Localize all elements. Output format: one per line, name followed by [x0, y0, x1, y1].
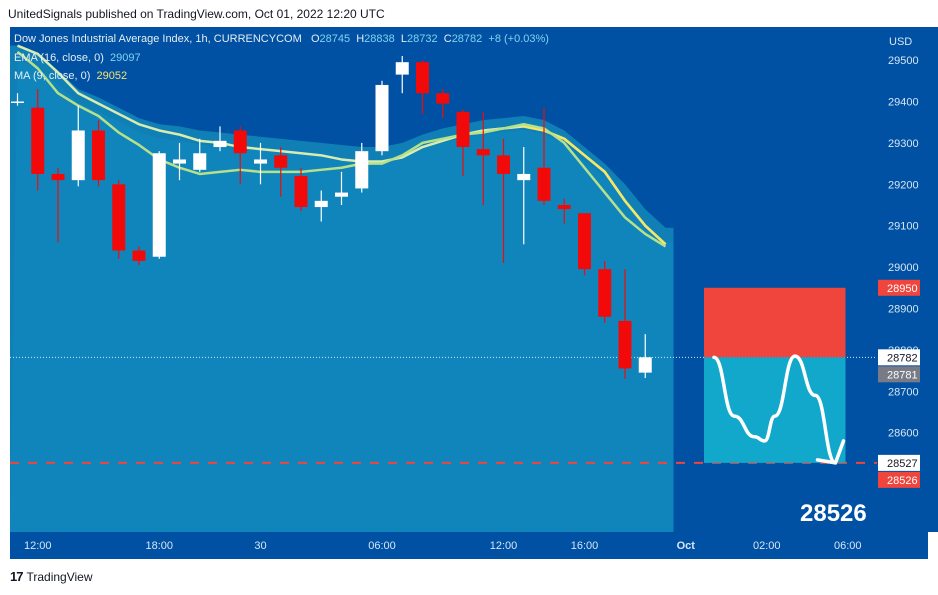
legend-change: +8 (+0.03%): [488, 33, 549, 45]
projection-path: [712, 354, 838, 465]
tradingview-brand-text: TradingView: [26, 569, 93, 584]
legend-h-label: H: [356, 33, 365, 45]
price-axis-tick: 29100: [888, 221, 919, 233]
legend-ma-row[interactable]: MA (9, close, 0) 29052: [14, 70, 127, 82]
candle-body: [31, 107, 45, 174]
target-annotation: 28526: [800, 500, 867, 527]
time-axis-tick: 02:00: [753, 540, 781, 552]
time-axis-tick: 30: [254, 540, 266, 552]
price-axis-tick: 28700: [888, 386, 919, 398]
close-price-label: 28781: [887, 369, 918, 381]
legend-close: 28782: [451, 33, 483, 45]
candle-body: [314, 200, 328, 208]
price-axis-tick: 29200: [888, 179, 919, 191]
candle-body: [152, 153, 166, 257]
time-axis-tick: 06:00: [834, 540, 862, 552]
candle-body: [51, 173, 65, 181]
legend-open: 28745: [319, 33, 351, 45]
candle-body: [497, 155, 510, 174]
close-price-label-bg: [878, 366, 920, 383]
take-profit-zone: [704, 357, 846, 463]
candle-body: [112, 184, 126, 251]
candle-body: [557, 204, 571, 210]
target-price-label-bg: [878, 471, 920, 488]
candle-body: [132, 250, 146, 261]
candle-body: [638, 357, 652, 373]
candle-body: [355, 151, 369, 189]
candle-body: [456, 111, 470, 148]
legend-o-label: O: [310, 33, 320, 45]
candle-body: [578, 213, 591, 270]
stop-price-label: 28950: [887, 283, 918, 295]
candle-body: [416, 62, 429, 94]
price-axis-tick: 29000: [888, 262, 919, 274]
price-axis-tick: 29400: [888, 97, 919, 109]
candle-body: [436, 93, 450, 104]
last-price-label-bg: [878, 349, 920, 366]
tradingview-logo-icon: 17: [10, 569, 24, 584]
price-axis-tick: 28900: [888, 303, 919, 315]
last-price-label: 28782: [887, 352, 918, 364]
candle-body: [11, 101, 24, 104]
candle-body: [92, 130, 105, 181]
publisher-header: UnitedSignals published on TradingView.c…: [8, 7, 385, 21]
stop-price-label-bg: [878, 279, 920, 296]
candle-body: [274, 155, 288, 168]
projection-arrow-icon: [815, 439, 846, 465]
candle-body: [618, 320, 632, 369]
legend-ema-value: 29097: [110, 52, 141, 64]
candle-body: [476, 149, 490, 156]
legend-ema-row[interactable]: EMA (16, close, 0) 29097: [14, 52, 141, 64]
candle-body: [193, 153, 207, 170]
target-price-label: 28526: [887, 475, 918, 487]
candle-body: [517, 173, 531, 181]
cloud-band-inner: [10, 59, 674, 533]
candle-body: [294, 176, 308, 208]
ma-line: [16, 50, 667, 248]
footer-brand[interactable]: 17 TradingView: [10, 569, 93, 584]
candle-body: [395, 62, 409, 75]
target-line-price-label: 28527: [887, 458, 918, 470]
candle-body: [233, 130, 247, 154]
candle-body: [598, 269, 612, 317]
legend-c-label: C: [443, 33, 452, 45]
price-axis-tick: 28600: [888, 428, 919, 440]
candle-body: [254, 159, 267, 164]
candle-body: [375, 84, 389, 152]
legend-l-label: L: [400, 33, 408, 45]
time-axis-tick: 12:00: [24, 540, 52, 552]
time-axis-tick: Oct: [677, 540, 696, 552]
legend-ma-label: MA (9, close, 0): [14, 70, 91, 82]
legend-title-row: Dow Jones Industrial Average Index, 1h, …: [14, 33, 549, 45]
legend-ma-value: 29052: [96, 70, 128, 82]
time-axis-tick: 18:00: [145, 540, 173, 552]
legend-ema-label: EMA (16, close, 0): [14, 52, 104, 64]
target-line-price-label-bg: [878, 454, 920, 471]
candle-body: [335, 192, 348, 197]
price-axis-tick: 29300: [888, 138, 919, 150]
price-axis-tick: 29500: [888, 55, 919, 67]
candle-body: [173, 159, 186, 164]
candle-body: [213, 140, 227, 148]
legend-symbol-title: Dow Jones Industrial Average Index, 1h, …: [14, 33, 302, 45]
stop-loss-zone: [704, 287, 846, 358]
candle-body: [537, 167, 551, 201]
legend-high: 28838: [364, 33, 395, 45]
price-axis-currency: USD: [889, 36, 912, 48]
time-axis-tick: 16:00: [571, 540, 599, 552]
time-axis-tick: 06:00: [368, 540, 396, 552]
price-axis-background: [877, 27, 938, 532]
legend-low: 28732: [407, 33, 438, 45]
time-axis-tick: 12:00: [490, 540, 518, 552]
time-axis-background: [10, 532, 928, 559]
candle-body: [71, 130, 85, 181]
